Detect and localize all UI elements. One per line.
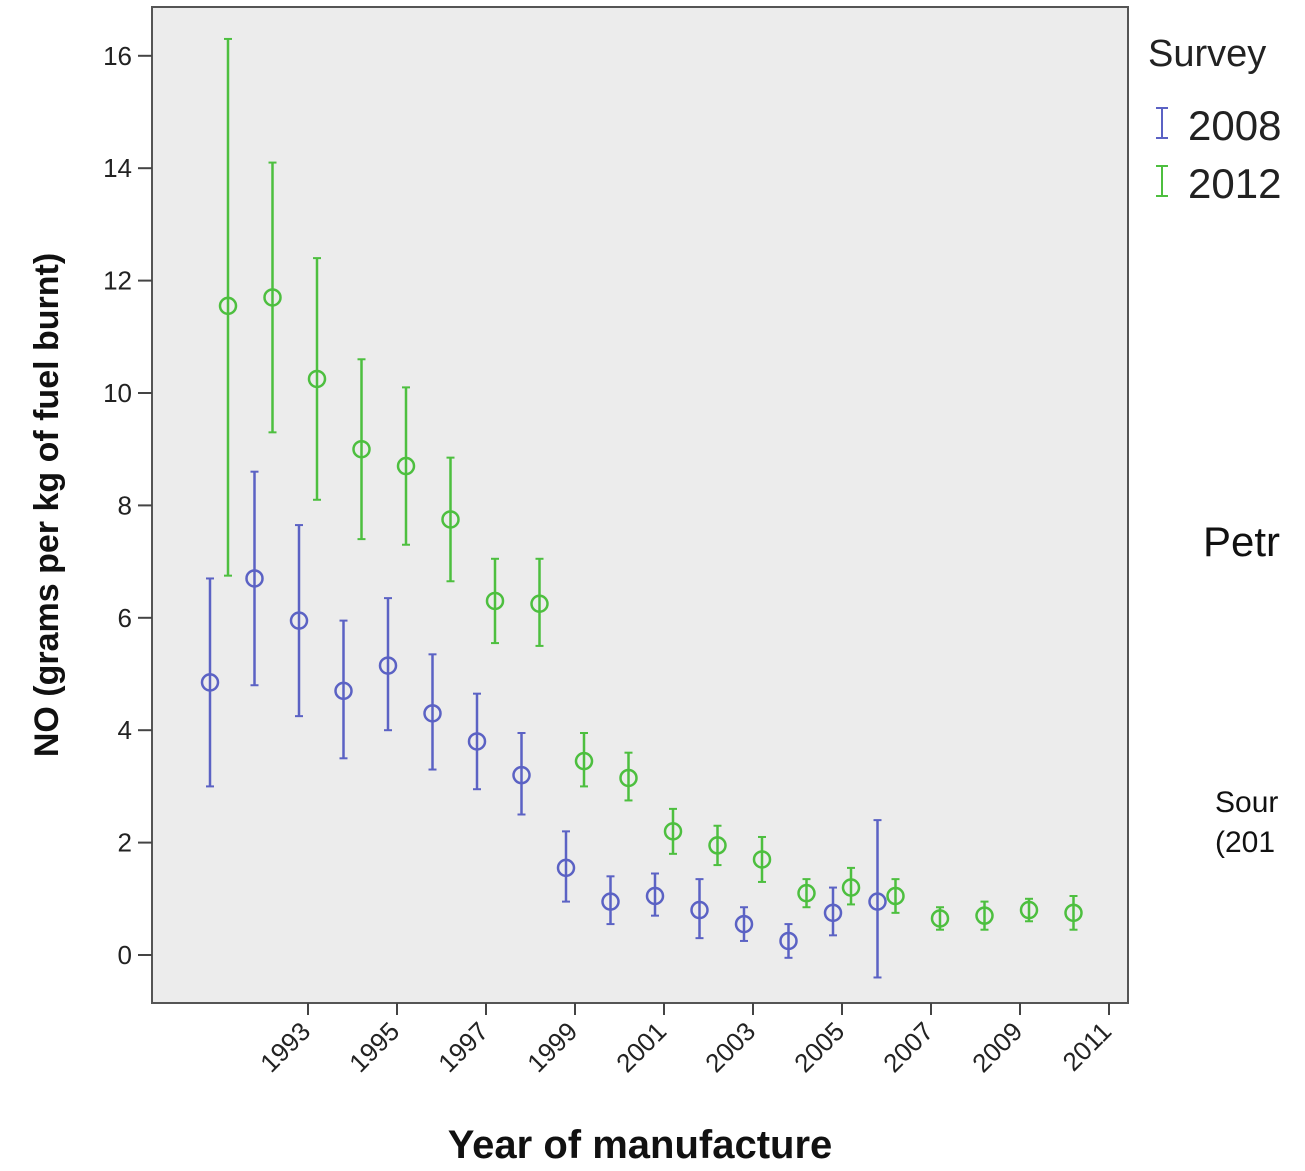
data-point (556, 858, 576, 878)
x-tick-label: 2009 (966, 1016, 1028, 1078)
data-point (645, 886, 665, 906)
data-point (708, 836, 727, 855)
data-point (868, 892, 887, 911)
y-tick-label: 14 (103, 153, 132, 183)
y-tick-label: 2 (118, 828, 132, 858)
data-point (975, 906, 994, 925)
x-tick-label: 1995 (343, 1016, 405, 1078)
x-axis: 1993 1995 1997 1999 2001 2003 2005 2007 2009 2011 (254, 1003, 1117, 1078)
y-tick-label: 16 (103, 41, 132, 71)
series-2012 (218, 37, 1083, 931)
legend-label: 2012 (1188, 160, 1281, 207)
y-tick-label: 4 (118, 715, 132, 745)
data-point (334, 681, 353, 701)
data-point (1019, 900, 1039, 920)
data-point (512, 765, 531, 785)
source-note-line-1: Sour (1215, 786, 1279, 819)
data-point (530, 594, 549, 613)
y-tick-label: 8 (118, 490, 132, 520)
data-point (352, 439, 371, 459)
data-point (441, 510, 460, 529)
data-point (663, 822, 683, 841)
x-tick-label: 2011 (1056, 1016, 1117, 1077)
data-point (200, 673, 220, 692)
data-point (307, 369, 327, 389)
data-point (485, 591, 505, 611)
data-point (734, 914, 754, 934)
x-tick-label: 1999 (521, 1016, 583, 1078)
data-point (289, 611, 309, 630)
x-tick-label: 2007 (877, 1016, 939, 1078)
data-point (1064, 903, 1083, 923)
data-point (841, 878, 861, 897)
source-note-line-2: (201 (1215, 826, 1276, 859)
data-point (378, 656, 398, 675)
data-point (930, 909, 950, 928)
legend: Survey 2008 2012 (1148, 33, 1281, 207)
plot-area (151, 6, 1129, 1004)
legend-label: 2008 (1188, 102, 1281, 149)
data-point (779, 931, 798, 951)
data-point (574, 751, 594, 771)
data-point (396, 456, 416, 476)
partial-label: Petr (1203, 518, 1281, 565)
data-point (690, 900, 709, 920)
data-point (601, 892, 620, 911)
data-point (467, 732, 487, 751)
x-tick-label: 2003 (699, 1016, 761, 1078)
y-axis: 0 2 4 6 8 10 12 14 16 (103, 41, 152, 970)
x-tick-label: 2005 (788, 1016, 850, 1078)
y-tick-label: 12 (103, 266, 132, 296)
y-tick-label: 10 (103, 378, 132, 408)
data-point (797, 883, 816, 903)
y-tick-label: 0 (118, 940, 132, 970)
legend-title: Survey (1148, 33, 1266, 75)
data-point (752, 850, 772, 869)
y-tick-label: 6 (118, 603, 132, 633)
x-tick-label: 2001 (610, 1016, 672, 1078)
data-marks (200, 37, 1083, 979)
data-point (619, 768, 638, 788)
data-point (245, 569, 264, 588)
y-axis-title: NO (grams per kg of fuel burnt) (28, 253, 66, 757)
data-point (263, 288, 282, 307)
x-axis-title: Year of manufacture (448, 1123, 833, 1167)
series-2008 (200, 470, 887, 979)
x-tick-label: 1997 (432, 1016, 494, 1078)
data-point (218, 296, 238, 316)
x-tick-label: 1993 (254, 1016, 316, 1078)
data-point (423, 704, 442, 723)
data-point (823, 903, 843, 923)
data-point (886, 886, 905, 906)
